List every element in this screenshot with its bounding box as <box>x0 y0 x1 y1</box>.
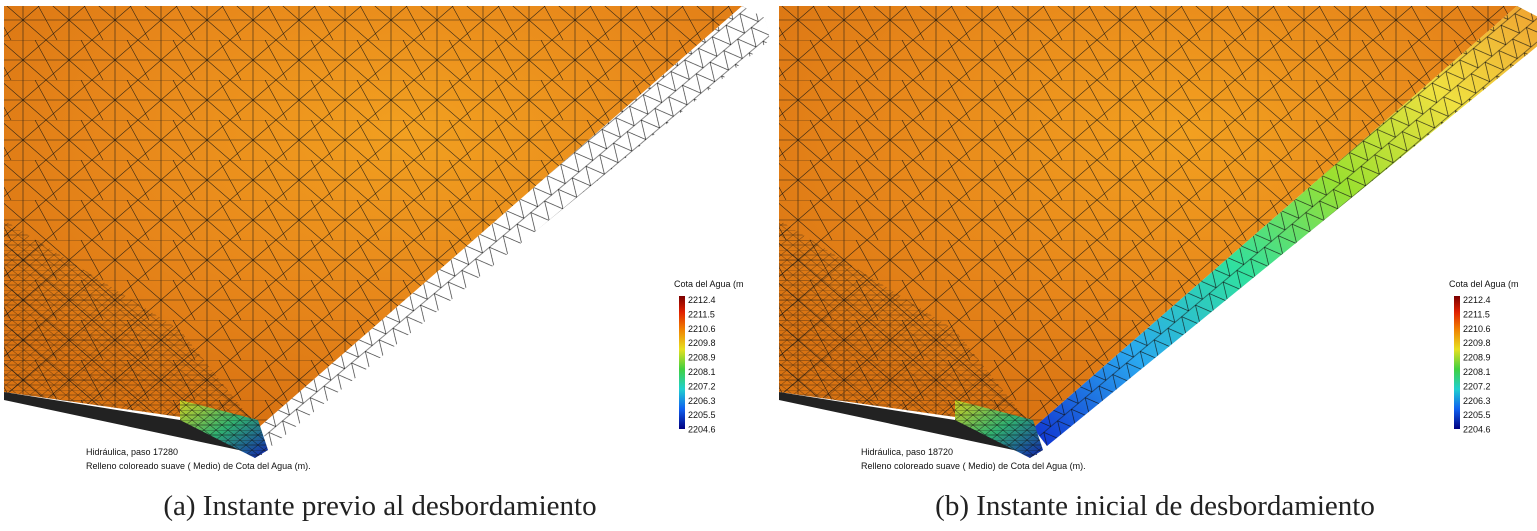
legend-value: 2208.9 <box>1463 353 1491 363</box>
legend-value: 2208.1 <box>1463 367 1491 377</box>
panel: Cota del Agua (m 2212.4 2211.5 2210.6 2209.8… <box>4 6 770 522</box>
legend-value: 2210.6 <box>688 324 716 334</box>
legend-value: 2207.2 <box>1463 381 1491 391</box>
legend-value: 2207.2 <box>688 381 716 391</box>
legend-value: 2204.6 <box>688 425 716 435</box>
legend-value: 2209.8 <box>688 338 716 348</box>
colorbar <box>1454 296 1460 429</box>
legend-value: 2206.3 <box>688 396 716 406</box>
legend-value: 2205.5 <box>1463 410 1491 420</box>
colorbar <box>679 296 685 429</box>
footer-desc: Relleno coloreado suave ( Medio) de Cota… <box>861 461 1086 471</box>
caption: (a) Instante previo al desbordamiento <box>163 490 596 522</box>
legend-value: 2206.3 <box>1463 396 1491 406</box>
legend-value: 2211.5 <box>1463 309 1490 319</box>
figure: Cota del Agua (m 2212.4 2211.5 2210.6 2209.8… <box>0 0 1537 531</box>
legend-value: 2204.6 <box>1463 425 1491 435</box>
footer-step: Hidráulica, paso 17280 <box>86 447 178 457</box>
legend-value: 2209.8 <box>1463 338 1491 348</box>
legend-value: 2210.6 <box>1463 324 1491 334</box>
caption: (b) Instante inicial de desbordamiento <box>935 490 1375 522</box>
legend-title: Cota del Agua (m <box>1449 279 1519 289</box>
legend-value: 2211.5 <box>688 309 715 319</box>
legend-value: 2208.9 <box>688 353 716 363</box>
legend-value: 2212.4 <box>1463 295 1491 305</box>
legend-value: 2212.4 <box>688 295 716 305</box>
legend-title: Cota del Agua (m <box>674 279 744 289</box>
panel: Cota del Agua (m 2212.4 2211.5 2210.6 2209.8… <box>779 6 1537 522</box>
footer-desc: Relleno coloreado suave ( Medio) de Cota… <box>86 461 311 471</box>
legend-value: 2205.5 <box>688 410 716 420</box>
footer-step: Hidráulica, paso 18720 <box>861 447 953 457</box>
legend-value: 2208.1 <box>688 367 716 377</box>
